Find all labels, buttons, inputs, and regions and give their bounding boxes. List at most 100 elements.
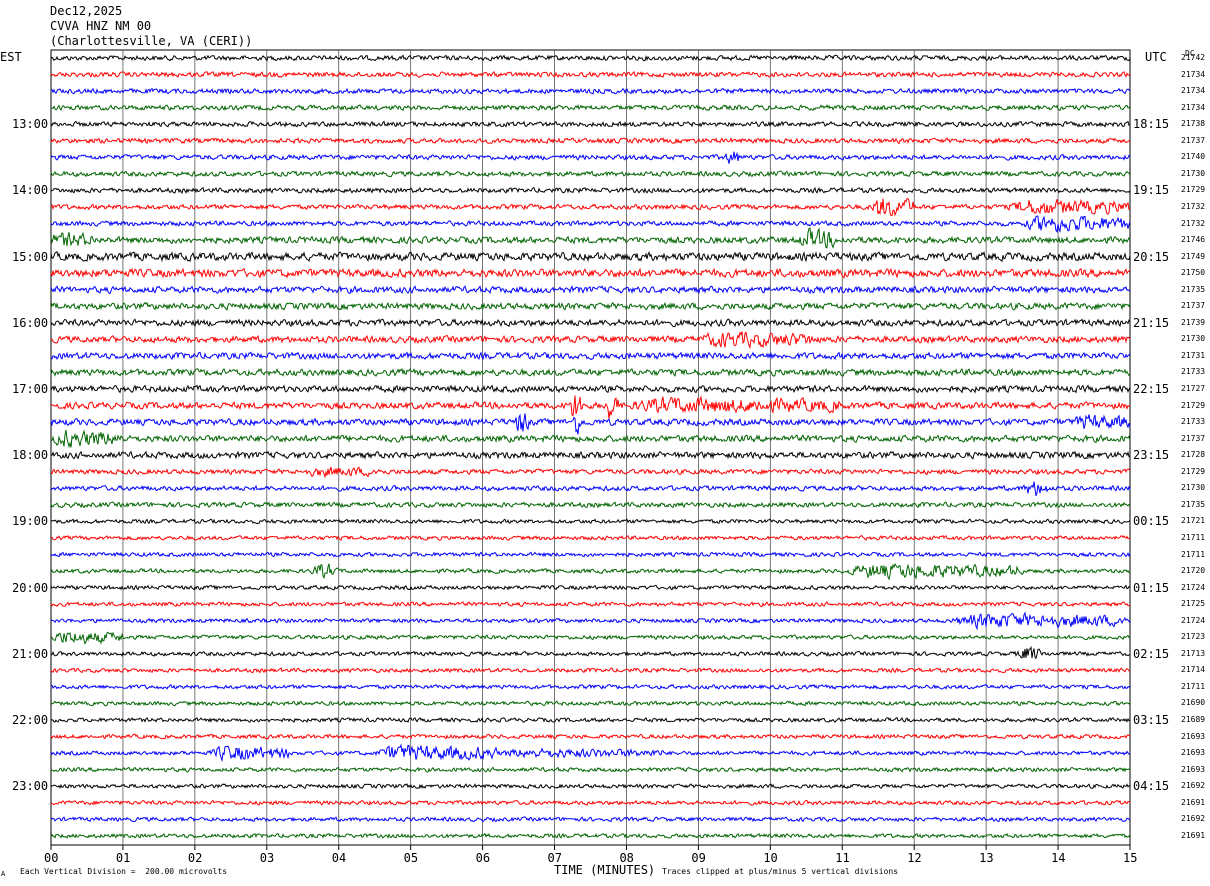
seismic-trace (50, 301, 1131, 311)
est-hour-label: 19:00 (12, 514, 49, 529)
header-station: CVVA HNZ NM 00 (50, 19, 152, 33)
seismic-trace (50, 832, 1131, 839)
est-hour-label: 23:00 (12, 779, 49, 794)
utc-hour-label: 04:15 (1133, 779, 1170, 794)
dc-offset-label: 21738 (1181, 119, 1206, 129)
dc-offset-label: 21711 (1181, 549, 1206, 559)
dc-offset-label: 21740 (1181, 152, 1206, 162)
utc-hour-label: 01:15 (1133, 580, 1170, 595)
dc-offset-label: 21714 (1181, 665, 1206, 675)
x-tick-label: 11 (835, 851, 850, 865)
header-date: Dec12,2025 (50, 4, 123, 18)
x-tick-label: 08 (619, 851, 634, 865)
dc-offset-label: 21725 (1181, 599, 1206, 609)
x-tick-label: 07 (547, 851, 562, 865)
dc-offset-label: 21734 (1181, 69, 1206, 79)
dc-offset-label: 21692 (1181, 814, 1206, 824)
dc-offset-label: 21737 (1181, 301, 1206, 311)
dc-offset-label: 21730 (1181, 483, 1206, 493)
est-hour-label: 22:00 (12, 713, 49, 727)
seismic-trace (50, 717, 1131, 724)
clip-note: Traces clipped at plus/minus 5 vertical … (662, 867, 899, 876)
seismic-trace (50, 120, 1130, 128)
dc-offset-label: 21733 (1181, 417, 1206, 427)
dc-offset-label: 21711 (1181, 681, 1206, 691)
seismic-trace (50, 799, 1131, 806)
seismic-trace (50, 645, 1131, 660)
dc-offset-label: 21693 (1181, 748, 1206, 758)
seismic-trace (50, 601, 1131, 608)
x-axis-title: TIME (MINUTES) (554, 863, 656, 877)
seismic-trace (50, 766, 1131, 773)
dc-offset-label: 21693 (1181, 731, 1206, 741)
dc-offset-label: 21691 (1181, 830, 1206, 840)
seismic-trace (50, 562, 1131, 581)
x-tick-label: 00 (44, 851, 59, 865)
dc-offset-label: 21737 (1181, 135, 1206, 145)
seismic-trace (50, 816, 1131, 823)
seismic-trace (50, 215, 1131, 234)
est-hour-label: 16:00 (12, 315, 49, 330)
x-tick-label: 01 (115, 851, 131, 865)
x-tick-label: 15 (1123, 851, 1138, 865)
est-hour-label: 18:00 (12, 448, 49, 463)
seismic-trace (50, 137, 1131, 145)
est-hour-label: 21:00 (12, 646, 49, 661)
x-tick-label: 13 (979, 851, 994, 865)
seismic-trace (50, 534, 1131, 541)
dc-offset-label: 21724 (1181, 582, 1206, 592)
seismic-trace (50, 267, 1131, 279)
dc-offset-label: 21734 (1181, 86, 1206, 96)
dc-offset-label: 21750 (1181, 268, 1206, 278)
dc-offset-label: 21735 (1181, 499, 1206, 509)
dc-offset-label: 21728 (1181, 450, 1206, 460)
dc-offset-label: 21730 (1181, 334, 1206, 344)
dc-offset-label: 21689 (1181, 715, 1206, 724)
dc-offset-label: 21730 (1181, 168, 1206, 178)
seismic-trace (50, 501, 1131, 509)
seismic-trace (50, 70, 1131, 78)
utc-hour-label: 22:15 (1133, 382, 1170, 396)
header-location: (Charlottesville, VA (CERI)) (50, 34, 253, 48)
seismic-trace (50, 227, 1131, 249)
utc-hour-label: 02:15 (1133, 646, 1170, 661)
seismic-trace (50, 733, 1131, 740)
dc-offset-label: 21749 (1181, 251, 1206, 261)
seismic-trace (50, 481, 1131, 496)
seismic-trace (50, 429, 1131, 449)
dc-offset-label: 21729 (1181, 400, 1206, 410)
seismic-trace (50, 466, 1131, 479)
seismic-trace (50, 611, 1131, 631)
x-tick-label: 03 (259, 851, 275, 865)
est-axis-title: EST (0, 50, 22, 64)
seismic-trace (50, 667, 1131, 674)
dc-offset-label: 21723 (1181, 632, 1206, 642)
x-tick-label: 06 (475, 851, 491, 865)
seismic-trace (50, 198, 1131, 217)
seismic-trace (50, 584, 1131, 591)
est-hour-label: 13:00 (12, 117, 49, 132)
dc-offset-label: 21693 (1181, 764, 1206, 774)
dc-offset-label: 21737 (1181, 433, 1206, 443)
seismic-trace (50, 384, 1131, 394)
x-tick-label: 05 (403, 851, 419, 865)
utc-hour-label: 23:15 (1133, 448, 1170, 463)
dc-offset-label: 21746 (1181, 235, 1206, 245)
utc-hour-label: 00:15 (1133, 514, 1170, 529)
utc-hour-label: 03:15 (1133, 713, 1170, 727)
est-hour-label: 15:00 (12, 249, 49, 264)
est-hour-label: 14:00 (12, 183, 49, 198)
x-tick-label: 04 (331, 851, 347, 865)
dc-offset-label: 21711 (1181, 532, 1206, 542)
dc-offset-label: 21691 (1181, 797, 1206, 807)
utc-hour-label: 21:15 (1133, 315, 1170, 330)
seismic-trace (50, 413, 1131, 435)
seismic-trace (50, 395, 1131, 420)
dc-offset-label: 21724 (1181, 615, 1206, 625)
seismic-trace (50, 700, 1131, 707)
seismic-trace (50, 331, 1131, 350)
dc-offset-label: 21692 (1181, 781, 1206, 791)
x-tick-label: 02 (187, 851, 203, 865)
dc-offset-label: 21733 (1181, 367, 1206, 377)
